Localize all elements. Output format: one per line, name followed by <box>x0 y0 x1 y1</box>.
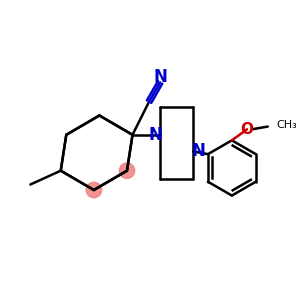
Text: N: N <box>191 142 205 160</box>
Circle shape <box>119 163 135 178</box>
Text: CH₃: CH₃ <box>276 120 297 130</box>
Text: N: N <box>153 68 167 86</box>
Text: N: N <box>148 126 162 144</box>
Circle shape <box>86 182 102 198</box>
Text: O: O <box>241 122 254 137</box>
